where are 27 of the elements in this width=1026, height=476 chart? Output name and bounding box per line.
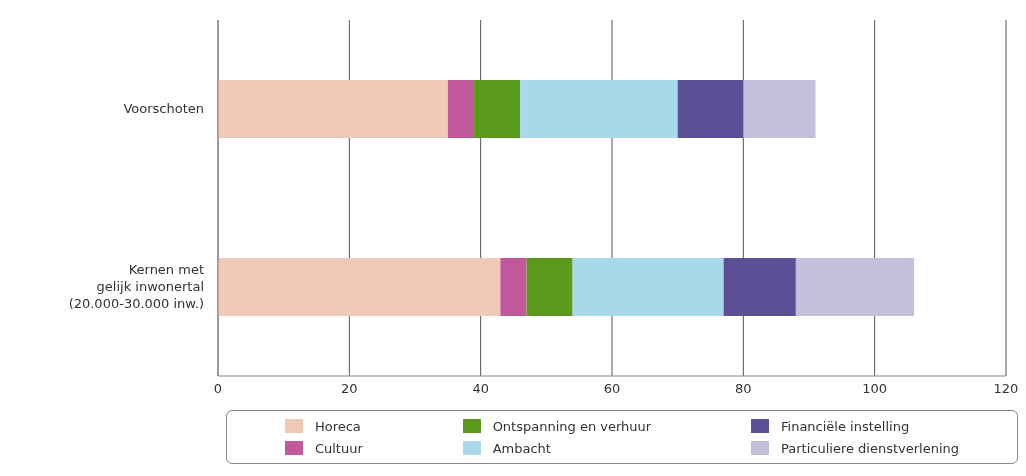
x-tick-label: 60	[603, 381, 621, 397]
bar	[500, 258, 527, 316]
bar	[572, 258, 724, 316]
legend-label: Ambacht	[492, 440, 551, 456]
bar	[447, 80, 475, 138]
y-tick-label: Voorschoten	[123, 100, 204, 116]
bar	[526, 258, 573, 316]
legend-label: Financiële instelling	[781, 418, 910, 434]
bar	[218, 80, 448, 138]
bar	[520, 80, 678, 138]
legend-label: Horeca	[314, 418, 361, 434]
x-tick-label: 40	[472, 381, 489, 397]
bar	[218, 258, 501, 316]
bar	[743, 80, 816, 138]
bar	[795, 258, 915, 316]
bar	[723, 258, 796, 316]
legend-label: Particuliere dienstverlening	[781, 440, 960, 456]
x-tick-label: 0	[213, 381, 223, 397]
x-tick-label: 20	[341, 381, 358, 397]
y-tick-label: Kernen met gelijk inwonertal (20.000-30.000 inw.)	[68, 261, 204, 311]
x-tick-label: 100	[862, 381, 888, 397]
x-tick-label: 80	[735, 381, 752, 397]
x-tick-label: 120	[993, 381, 1019, 397]
bar	[474, 80, 521, 138]
legend-label: Cultuur	[314, 440, 363, 456]
bar	[677, 80, 744, 138]
legend-label: Ontspanning en verhuur	[492, 418, 652, 434]
